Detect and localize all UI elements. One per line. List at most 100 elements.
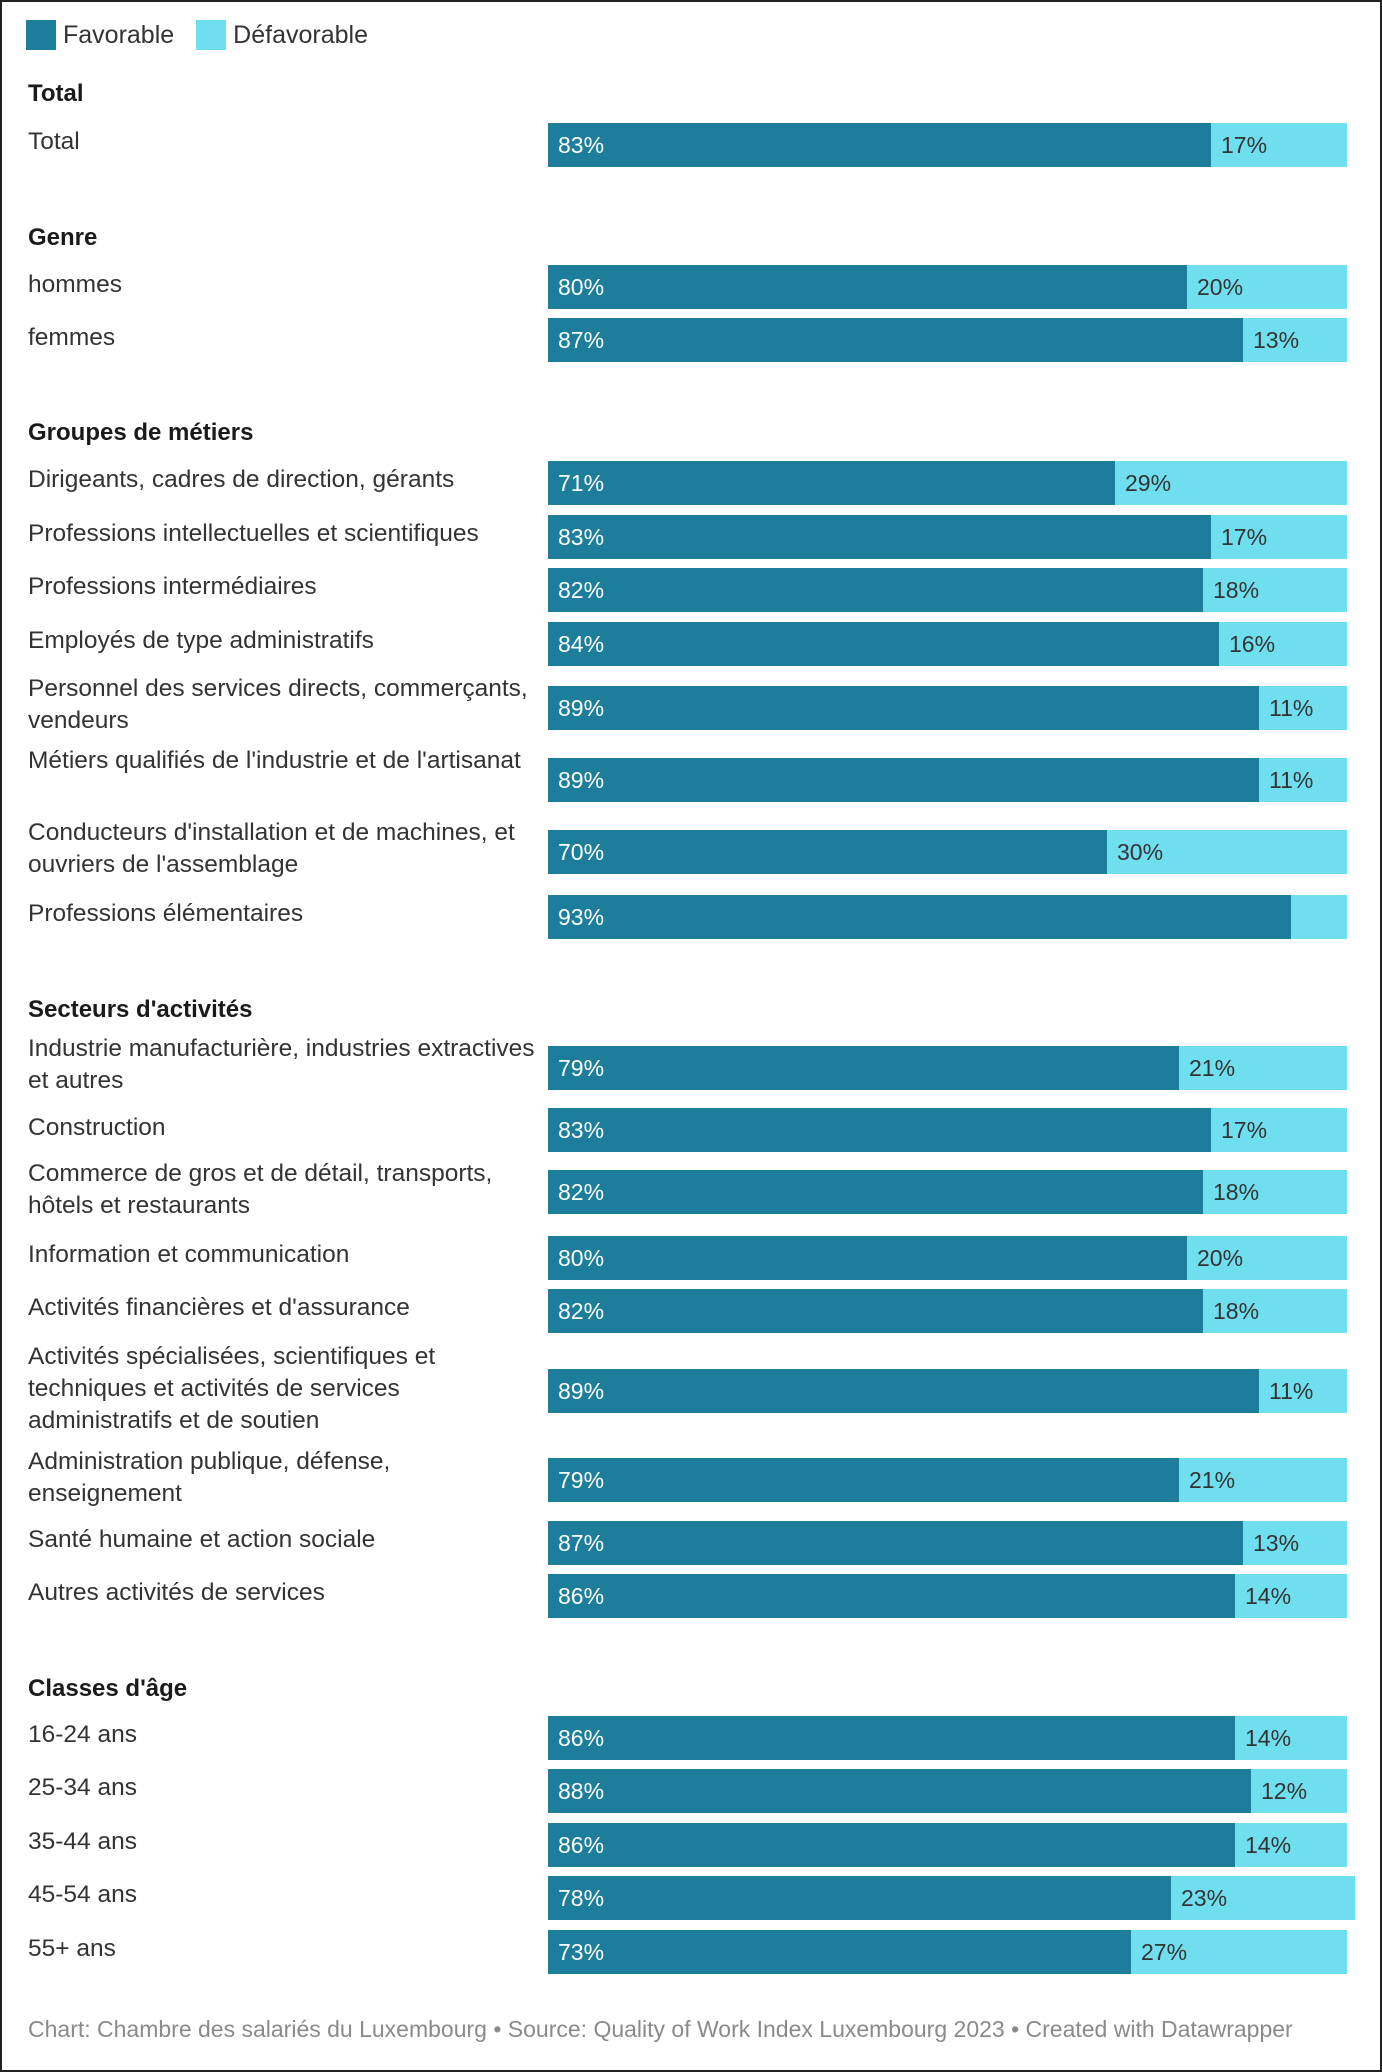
- value-label-unfavorable: 11%: [1269, 1378, 1314, 1404]
- group-heading: Total: [28, 80, 84, 107]
- legend-swatch-unfavorable: [196, 20, 227, 50]
- bar-unfavorable: [1259, 1369, 1347, 1413]
- row-label: 45-54 ans: [28, 1881, 137, 1908]
- group-heading: Genre: [28, 224, 98, 251]
- bar-favorable: [548, 1289, 1203, 1333]
- row-label: Métiers qualifiés de l'industrie et de l…: [28, 747, 521, 774]
- row-label: Autres activités de services: [28, 1579, 325, 1606]
- value-label-unfavorable: 11%: [1269, 695, 1314, 721]
- value-label-unfavorable: 14%: [1245, 1832, 1292, 1858]
- bar-favorable: [548, 461, 1115, 505]
- value-label-unfavorable: 20%: [1197, 274, 1244, 300]
- bar-unfavorable: [1187, 1236, 1347, 1280]
- row-label: 35-44 ans: [28, 1828, 137, 1855]
- row-label: femmes: [28, 324, 116, 351]
- value-label-favorable: 78%: [558, 1885, 605, 1911]
- bar-unfavorable: [1211, 123, 1347, 167]
- legend: Favorable Défavorable: [26, 20, 390, 50]
- bar-favorable: [548, 1108, 1211, 1152]
- bar-unfavorable: [1171, 1876, 1355, 1920]
- bar-unfavorable: [1107, 830, 1347, 874]
- value-label-unfavorable: 16%: [1229, 631, 1276, 657]
- value-label-favorable: 79%: [558, 1467, 605, 1493]
- bar-unfavorable: [1211, 1108, 1347, 1152]
- row-label: Information et communication: [28, 1241, 350, 1268]
- bar-unfavorable: [1203, 1170, 1347, 1214]
- value-label-favorable: 87%: [558, 327, 605, 353]
- legend-label-favorable: Favorable: [63, 20, 175, 49]
- bar-unfavorable: [1259, 686, 1347, 730]
- bar-favorable: [548, 1876, 1171, 1920]
- bar-unfavorable: [1179, 1046, 1347, 1090]
- value-label-favorable: 88%: [558, 1778, 605, 1804]
- value-label-favorable: 80%: [558, 274, 605, 300]
- bar-favorable: [548, 1716, 1235, 1760]
- value-label-unfavorable: 18%: [1213, 577, 1260, 603]
- bar-favorable: [548, 515, 1211, 559]
- value-label-favorable: 86%: [558, 1583, 605, 1609]
- bar-favorable: [548, 318, 1243, 362]
- value-label-favorable: 86%: [558, 1725, 605, 1751]
- row-label: Personnel des services directs, commerça…: [28, 675, 528, 734]
- bar-unfavorable: [1115, 461, 1347, 505]
- bar-unfavorable: [1203, 1289, 1347, 1333]
- value-label-unfavorable: 30%: [1117, 839, 1164, 865]
- group-heading: Classes d'âge: [28, 1675, 188, 1702]
- value-label-favorable: 82%: [558, 1179, 605, 1205]
- value-label-unfavorable: 14%: [1245, 1725, 1292, 1751]
- row-label: Administration publique, défense, enseig…: [28, 1448, 391, 1507]
- bar-favorable: [548, 1574, 1235, 1618]
- value-label-favorable: 84%: [558, 631, 605, 657]
- bar-unfavorable: [1251, 1769, 1347, 1813]
- bar-favorable: [548, 1823, 1235, 1867]
- bar-favorable: [548, 265, 1187, 309]
- value-label-favorable: 71%: [558, 470, 605, 496]
- value-label-favorable: 89%: [558, 695, 605, 721]
- value-label-unfavorable: 12%: [1261, 1778, 1308, 1804]
- group-heading: Groupes de métiers: [28, 419, 254, 446]
- bar-unfavorable: [1243, 318, 1347, 362]
- value-label-unfavorable: 23%: [1181, 1885, 1228, 1911]
- row-label: 55+ ans: [28, 1935, 116, 1962]
- value-label-favorable: 83%: [558, 132, 605, 158]
- value-label-favorable: 83%: [558, 524, 605, 550]
- row-label: Professions intermédiaires: [28, 573, 317, 600]
- bar-unfavorable: [1203, 568, 1347, 612]
- row-label: Conducteurs d'installation et de machine…: [28, 819, 515, 878]
- bar-unfavorable: [1131, 1930, 1347, 1974]
- bar-favorable: [548, 568, 1203, 612]
- row-label: 25-34 ans: [28, 1774, 137, 1801]
- chart-footer: Chart: Chambre des salariés du Luxembour…: [28, 2016, 1293, 2042]
- bar-favorable: [548, 1521, 1243, 1565]
- value-label-unfavorable: 18%: [1213, 1298, 1260, 1324]
- bar-favorable: [548, 622, 1219, 666]
- value-label-unfavorable: 27%: [1141, 1939, 1188, 1965]
- value-label-unfavorable: 17%: [1221, 524, 1268, 550]
- value-label-favorable: 86%: [558, 1832, 605, 1858]
- bar-unfavorable: [1259, 758, 1347, 802]
- row-label: Santé humaine et action sociale: [28, 1526, 376, 1553]
- row-label: hommes: [28, 271, 122, 298]
- bar-favorable: [548, 1769, 1251, 1813]
- value-label-favorable: 82%: [558, 1298, 605, 1324]
- bar-unfavorable: [1243, 1521, 1347, 1565]
- value-label-favorable: 82%: [558, 577, 605, 603]
- value-label-unfavorable: 13%: [1253, 1530, 1300, 1556]
- row-label: Professions élémentaires: [28, 900, 304, 927]
- value-label-favorable: 93%: [558, 904, 605, 930]
- value-label-unfavorable: 21%: [1189, 1055, 1236, 1081]
- bar-favorable: [548, 123, 1211, 167]
- bar-unfavorable: [1187, 265, 1347, 309]
- bar-favorable: [548, 686, 1259, 730]
- legend-swatch-favorable: [26, 20, 56, 50]
- bar-unfavorable: [1219, 622, 1347, 666]
- value-label-favorable: 83%: [558, 1117, 605, 1143]
- row-label: Professions intellectuelles et scientifi…: [28, 520, 479, 547]
- bar-favorable: [548, 1170, 1203, 1214]
- row-label: Employés de type administratifs: [28, 627, 374, 654]
- value-label-unfavorable: 13%: [1253, 327, 1300, 353]
- row-label: Industrie manufacturière, industries ext…: [28, 1035, 535, 1094]
- row-label: Construction: [28, 1114, 166, 1141]
- value-label-unfavorable: 11%: [1269, 767, 1314, 793]
- row-label: Activités financières et d'assurance: [28, 1294, 410, 1321]
